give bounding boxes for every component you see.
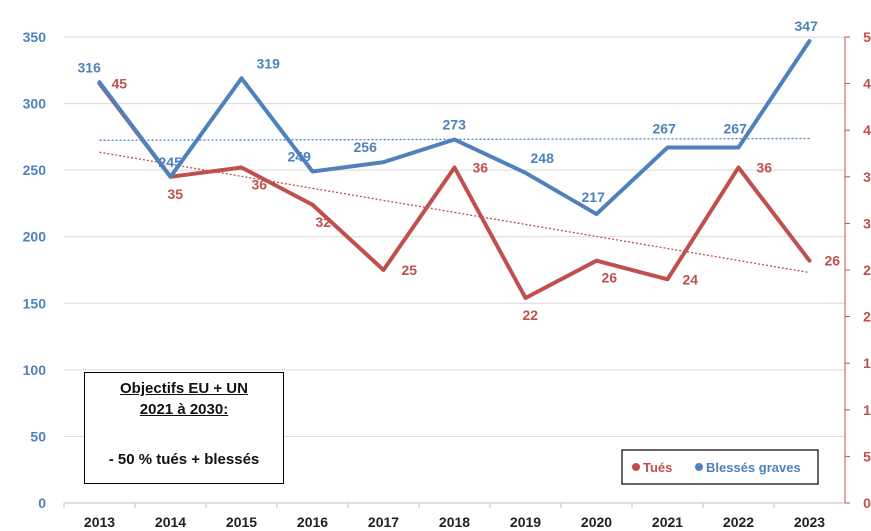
data-label: 26 bbox=[602, 270, 618, 286]
data-label: 35 bbox=[168, 186, 184, 202]
legend-box bbox=[621, 449, 819, 485]
objectives-annotation: Objectifs EU + UN 2021 à 2030: - 50 % tu… bbox=[84, 372, 284, 484]
right-tick-label: 2 bbox=[863, 262, 871, 278]
data-labels: 45 35 36 32 25 36 22 26 24 36 26 316 245 319 249 256 273… bbox=[78, 18, 841, 323]
data-label: 273 bbox=[443, 117, 467, 133]
data-label: 24 bbox=[683, 271, 699, 287]
data-label: 25 bbox=[402, 262, 418, 278]
annotation-line-3: - 50 % tués + blessés bbox=[108, 451, 260, 468]
data-label: 319 bbox=[257, 55, 281, 71]
right-tick-label: 0 bbox=[863, 495, 871, 511]
data-label: 245 bbox=[159, 154, 183, 170]
data-label: 249 bbox=[288, 148, 312, 164]
right-tick-label: 1 bbox=[863, 355, 871, 371]
right-tick-label: 1 bbox=[863, 402, 871, 418]
left-axis-ticks: 0 50 100 150 200 250 300 350 bbox=[23, 29, 47, 511]
data-label: 267 bbox=[653, 121, 677, 137]
series-line-blesses bbox=[97, 38, 812, 217]
x-axis-ticks: 2013 2014 2015 2016 2017 2018 2019 2020 2021 2022… bbox=[63, 503, 825, 530]
left-tick-label: 0 bbox=[38, 495, 46, 511]
annotation-line-2: 2021 à 2030: bbox=[139, 401, 229, 418]
trendlines bbox=[99, 137, 810, 274]
legend-marker bbox=[695, 463, 703, 471]
data-label: 248 bbox=[531, 150, 555, 166]
data-label: 45 bbox=[112, 76, 128, 92]
x-tick-label: 2014 bbox=[155, 514, 186, 530]
left-tick-label: 100 bbox=[23, 362, 47, 378]
right-tick-label: 2 bbox=[863, 309, 871, 325]
data-label: 36 bbox=[473, 159, 489, 175]
legend-label: Blessés graves bbox=[706, 460, 801, 475]
left-tick-label: 250 bbox=[23, 162, 47, 178]
right-axis-ticks: 0 5 1 1 2 2 3 3 4 4 5 bbox=[845, 29, 871, 511]
x-tick-label: 2019 bbox=[510, 514, 541, 530]
x-tick-label: 2016 bbox=[297, 514, 328, 530]
right-tick-label: 3 bbox=[863, 169, 871, 185]
data-label: 22 bbox=[523, 307, 539, 323]
left-tick-label: 200 bbox=[23, 229, 47, 245]
left-tick-label: 300 bbox=[23, 96, 47, 112]
data-label: 36 bbox=[757, 159, 773, 175]
data-label: 256 bbox=[354, 139, 378, 155]
data-label: 267 bbox=[724, 121, 748, 137]
x-tick-label: 2020 bbox=[581, 514, 612, 530]
right-tick-label: 4 bbox=[863, 76, 871, 92]
legend-label: Tués bbox=[643, 460, 672, 475]
left-tick-label: 350 bbox=[23, 29, 47, 45]
x-tick-label: 2017 bbox=[368, 514, 399, 530]
x-tick-label: 2021 bbox=[652, 514, 683, 530]
x-tick-label: 2018 bbox=[439, 514, 470, 530]
x-tick-label: 2013 bbox=[84, 514, 115, 530]
annotation-line-1: Objectifs EU + UN bbox=[120, 380, 248, 397]
data-label: 36 bbox=[252, 176, 268, 192]
data-label: 316 bbox=[78, 59, 102, 75]
data-label: 347 bbox=[795, 18, 819, 34]
right-tick-label: 5 bbox=[863, 448, 871, 464]
data-label: 32 bbox=[316, 214, 332, 230]
right-tick-label: 3 bbox=[863, 215, 871, 231]
data-label: 217 bbox=[582, 189, 606, 205]
left-tick-label: 50 bbox=[30, 428, 46, 444]
legend: Tués Blessés graves bbox=[621, 449, 819, 485]
x-tick-label: 2023 bbox=[794, 514, 825, 530]
series-line-tues bbox=[97, 81, 812, 300]
x-tick-label: 2015 bbox=[226, 514, 257, 530]
right-tick-label: 5 bbox=[863, 29, 871, 45]
right-tick-label: 4 bbox=[863, 122, 871, 138]
data-label: 26 bbox=[825, 253, 841, 269]
left-tick-label: 150 bbox=[23, 295, 47, 311]
series-lines bbox=[97, 38, 812, 300]
legend-marker bbox=[632, 463, 640, 471]
x-tick-label: 2022 bbox=[723, 514, 754, 530]
